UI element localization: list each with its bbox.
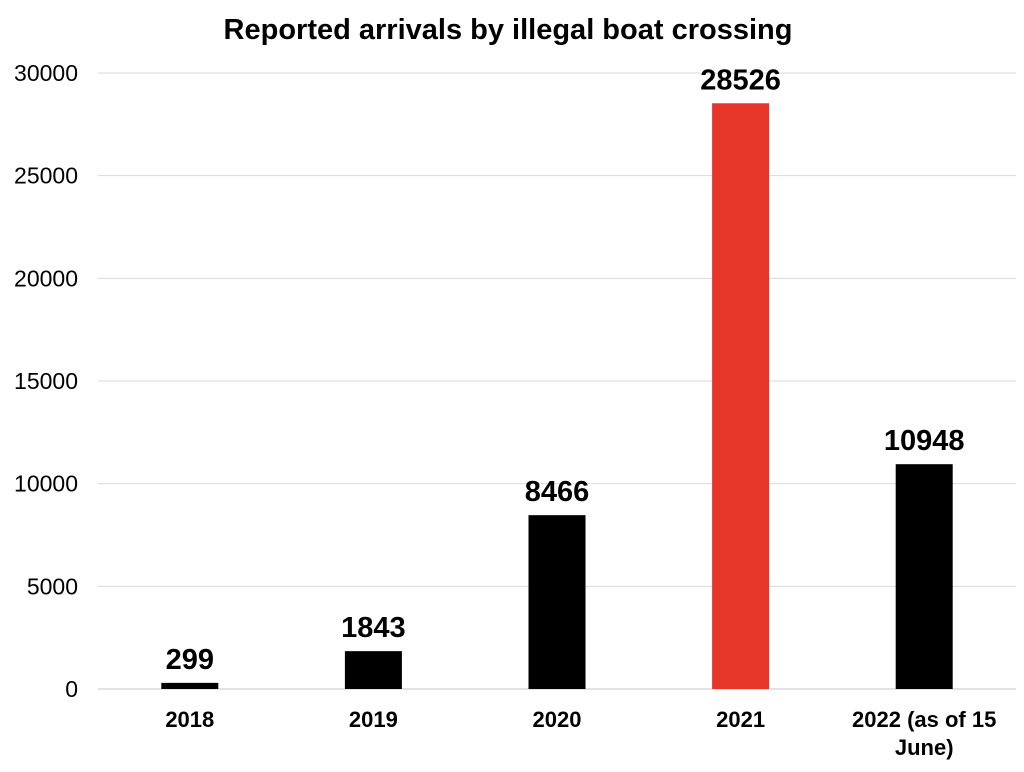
- y-axis-tick-labels: 0 5000 10000 15000 20000 25000 30000: [14, 60, 78, 702]
- x-tick-label: 2021: [716, 707, 765, 732]
- data-label: 299: [166, 644, 214, 676]
- x-tick-label: 2019: [349, 707, 398, 732]
- bar-2022: [895, 464, 953, 689]
- gridlines: [98, 72, 1016, 690]
- bar-2019: [344, 651, 402, 689]
- y-tick-label: 25000: [14, 163, 78, 189]
- bar-2020: [528, 515, 586, 689]
- y-tick-label: 20000: [14, 265, 78, 291]
- y-tick-label: 15000: [14, 368, 78, 394]
- bars: [161, 103, 953, 690]
- y-tick-label: 5000: [27, 573, 78, 599]
- bar-2021: [712, 103, 770, 690]
- y-tick-label: 0: [65, 676, 78, 702]
- x-tick-label: 2018: [165, 707, 214, 732]
- y-tick-label: 30000: [14, 60, 78, 86]
- x-tick-label: 2020: [533, 707, 582, 732]
- data-label: 10948: [884, 425, 965, 457]
- bar-2018: [161, 682, 219, 689]
- data-label: 28526: [700, 64, 781, 96]
- x-axis-tick-labels: 2018 2019 2020 2021 2022 (as of 15 June): [165, 707, 996, 760]
- data-label: 8466: [525, 476, 590, 508]
- chart-title: Reported arrivals by illegal boat crossi…: [224, 14, 793, 46]
- y-tick-label: 10000: [14, 471, 78, 497]
- data-label: 1843: [341, 612, 406, 644]
- x-tick-label: 2022 (as of 15 June): [852, 707, 996, 760]
- data-labels: 299 1843 8466 28526 10948: [166, 64, 965, 676]
